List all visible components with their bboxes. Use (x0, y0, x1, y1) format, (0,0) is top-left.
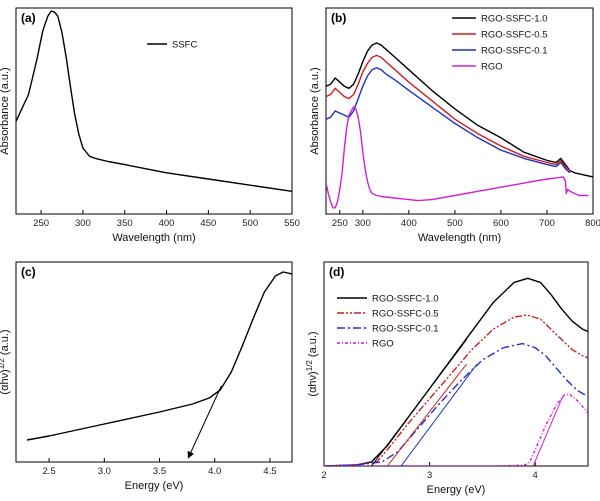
panel-c-frame (15, 261, 293, 463)
panel-a-legend-label: SSFC (172, 40, 197, 51)
panel-d-series-tangent-0-5 (387, 363, 467, 466)
panel-b-legend-label: RGO-SSFC-0.5 (481, 30, 548, 41)
panel-a-frame (15, 7, 293, 215)
panel-c-xtick-label: 3.0 (98, 466, 111, 477)
panel-a-xtick-label: 450 (200, 218, 216, 229)
panel-b: (b) 250 300 400 500 600 700 800 Wavelength (nm) A… (309, 7, 600, 244)
panel-c-xlabel: Energy (eV) (125, 480, 184, 492)
panel-d-series-rgo-ssfc-0-1 (324, 342, 588, 466)
panel-b-legend-label: RGO-SSFC-0.1 (481, 46, 548, 57)
panel-b-xlabel: Wavelength (nm) (418, 232, 501, 244)
panel-a-xtick-label: 250 (33, 218, 49, 229)
panel-c-xtick-label: 4.5 (263, 466, 276, 477)
panel-d-legend-label: RGO-SSFC-0.5 (372, 309, 439, 320)
panel-d-legend-label: RGO (372, 339, 394, 350)
panel-c-ylabel: (αhν)1/2 (a.u.) (0, 329, 11, 394)
panel-a-xtick-label: 300 (75, 218, 91, 229)
panel-b-series-rgo-ssfc-1-0 (326, 42, 593, 178)
panel-a-xtick-label: 500 (242, 218, 258, 229)
panel-c-series-curve (26, 271, 292, 441)
panel-c-label: (c) (21, 265, 36, 279)
panel-d-series-rgo-ssfc-1-0 (324, 277, 588, 466)
panel-a-xtick-label: 350 (117, 218, 133, 229)
panel-c-series-tangent (187, 385, 222, 459)
panel-b-legend-label: RGO-SSFC-1.0 (481, 14, 548, 25)
panel-b-series-rgo (326, 106, 589, 209)
panel-b-xtick-label: 250 (332, 218, 348, 229)
panel-a-xtick-label: 550 (284, 218, 300, 229)
panel-d-xtick-label: 3 (427, 470, 432, 481)
panel-b-legend-label: RGO (481, 62, 503, 73)
panel-d-series-rgo-ssfc-0-5 (324, 314, 588, 466)
panel-b-xtick-label: 500 (447, 218, 463, 229)
panel-b-xtick-label: 300 (355, 218, 371, 229)
panel-d-series-tangent-0-1 (400, 363, 478, 466)
panel-b-xtick-label: 700 (539, 218, 555, 229)
panel-b-xtick-label: 400 (401, 218, 417, 229)
panel-d: (d) 2 3 4 Energy (eV) (αhν)1/2 (a.u.) RGO-SSFC… (305, 261, 589, 496)
panel-d-series-tangent-1-0 (371, 339, 467, 466)
panel-d-xtick-label: 2 (321, 470, 326, 481)
panel-d-series-tangent-rgo (532, 396, 564, 466)
panel-c-xtick-label: 2.5 (43, 466, 56, 477)
panel-a-ylabel: Absorbance (a.u.) (0, 67, 11, 154)
panel-b-frame (325, 7, 594, 215)
panel-d-legend-label: RGO-SSFC-1.0 (372, 294, 439, 305)
panel-b-ylabel: Absorbance (a.u.) (309, 67, 321, 154)
panel-b-xtick-label: 800 (585, 218, 600, 229)
panel-d-frame (323, 261, 589, 467)
panel-c: (c) 2.5 3.0 3.5 4.0 4.5 Energy (eV) (αhν)1/2 (a… (0, 261, 293, 492)
panel-a-series-ssfc (16, 10, 292, 192)
panel-c-xtick-label: 3.5 (153, 466, 166, 477)
panel-d-label: (d) (329, 265, 344, 279)
panel-d-xtick-label: 4 (533, 470, 538, 481)
panel-a-xlabel: Wavelength (nm) (112, 232, 195, 244)
panel-b-series-rgo-ssfc-0-1 (326, 66, 571, 174)
panel-b-xtick-label: 600 (493, 218, 509, 229)
panel-d-xlabel: Energy (eV) (427, 484, 486, 496)
panel-b-series-rgo-ssfc-0-5 (326, 54, 571, 172)
panel-a-label: (a) (21, 11, 36, 25)
panel-a-xtick-label: 400 (159, 218, 175, 229)
panel-b-label: (b) (331, 11, 346, 25)
panel-c-xtick-label: 4.0 (208, 466, 221, 477)
panel-d-ylabel: (αhν)1/2 (a.u.) (305, 331, 320, 396)
panel-a: (a) 250 300 350 400 450 500 550 Wavelength (nm) A… (0, 7, 300, 244)
panel-d-legend-label: RGO-SSFC-0.1 (372, 324, 439, 335)
